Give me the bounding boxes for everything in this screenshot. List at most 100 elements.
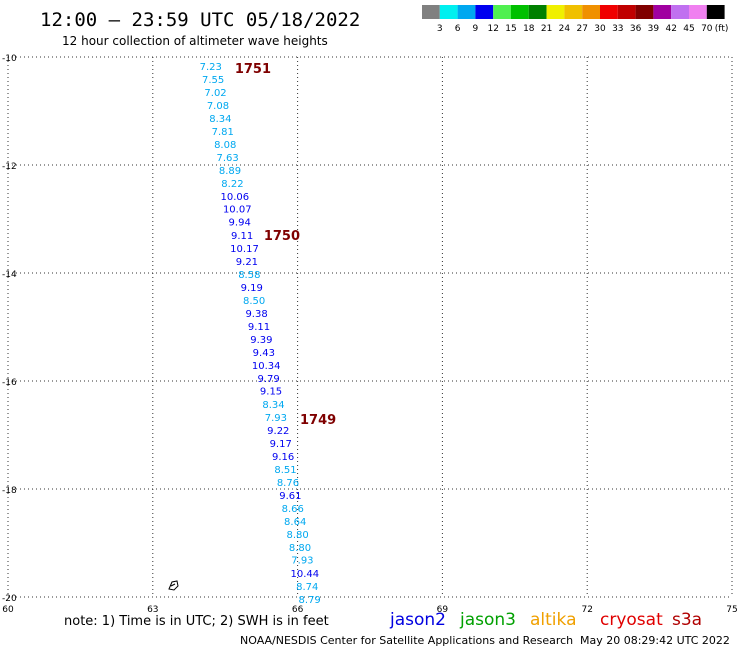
wave-height-label: 7.81 — [212, 127, 234, 138]
wave-height-label: 8.64 — [284, 517, 306, 528]
wave-height-label: 9.17 — [270, 439, 292, 450]
wave-height-label: 7.93 — [265, 413, 287, 424]
wave-height-label: 8.51 — [274, 465, 296, 476]
legend-label: 6 — [455, 24, 461, 34]
chart-subtitle: 12 hour collection of altimeter wave hei… — [62, 34, 328, 48]
pass-number: 1751 — [235, 62, 271, 77]
legend-swatch — [511, 5, 529, 19]
y-tick-label: -10 — [2, 54, 17, 64]
wave-height-label: 9.38 — [245, 309, 267, 320]
legend-swatch — [671, 5, 689, 19]
legend-label: 39 — [648, 24, 660, 34]
wave-height-label: 8.22 — [221, 179, 243, 190]
legend-swatch — [422, 5, 440, 19]
y-tick-label: -16 — [2, 378, 17, 388]
legend-label: 30 — [594, 24, 606, 34]
chart-title: 12:00 – 23:59 UTC 05/18/2022 — [40, 9, 360, 31]
legend-swatch — [564, 5, 583, 19]
wave-height-label: 8.74 — [296, 582, 318, 593]
wave-height-label: 9.19 — [241, 283, 263, 294]
wave-height-label: 8.08 — [214, 140, 236, 151]
x-tick-label: 72 — [581, 605, 592, 615]
wave-height-label: 9.22 — [267, 426, 289, 437]
legend-label: 27 — [576, 24, 587, 34]
y-tick-label: -20 — [2, 594, 17, 604]
legend-label: 9 — [473, 24, 479, 34]
wave-height-label: 10.07 — [223, 205, 252, 216]
wave-height-label: 9.43 — [253, 348, 275, 359]
wave-height-label: 9.39 — [250, 335, 272, 346]
wave-height-label: 8.50 — [243, 296, 265, 307]
legend-label: 18 — [523, 24, 535, 34]
satellite-legend: jason2 jason3 altika cryosat s3a — [389, 610, 702, 630]
y-tick-label: -18 — [2, 486, 17, 496]
legend-swatch — [439, 5, 458, 19]
legend-swatch — [493, 5, 511, 19]
wave-height-label: 10.17 — [230, 244, 259, 255]
legend-label: 3 — [437, 24, 443, 34]
x-tick-label: 69 — [437, 605, 449, 615]
wave-height-label: 8.89 — [219, 166, 241, 177]
legend-swatch — [635, 5, 654, 19]
satellite-s3a: s3a — [672, 610, 702, 630]
x-tick-label: 60 — [2, 605, 14, 615]
legend-swatch — [617, 5, 636, 19]
legend-label: 21 — [541, 24, 552, 34]
x-tick-label: 66 — [292, 605, 304, 615]
legend-label: 45 — [683, 24, 694, 34]
wave-height-label: 9.11 — [231, 231, 253, 242]
wave-height-label: 9.15 — [260, 387, 282, 398]
wave-height-label: 7.93 — [291, 556, 313, 567]
wave-height-label: 7.02 — [204, 88, 226, 99]
wave-height-label: 8.58 — [238, 270, 260, 281]
pass-number: 1750 — [264, 229, 300, 244]
wave-height-label: 9.94 — [229, 218, 251, 229]
legend-swatch — [600, 5, 618, 19]
wave-height-label: 8.80 — [289, 543, 311, 554]
legend-label: 42 — [665, 24, 676, 34]
y-tick-label: -12 — [2, 162, 17, 172]
legend-swatch — [528, 5, 547, 19]
legend-label: 15 — [505, 24, 516, 34]
footer-note: note: 1) Time is in UTC; 2) SWH is in fe… — [64, 614, 329, 629]
legend-label: 12 — [487, 24, 498, 34]
wave-height-label: 10.06 — [221, 192, 250, 203]
footer-credit: NOAA/NESDIS Center for Satellite Applica… — [240, 634, 573, 647]
legend-swatch — [457, 5, 476, 19]
wave-height-values: 7.23 7.55 7.02 7.08 8.34 7.81 8.08 7.63 8.89 8.22… — [200, 62, 321, 606]
wave-height-label: 7.23 — [200, 62, 222, 73]
pass-number: 1749 — [300, 413, 336, 428]
satellite-jason3: jason3 — [459, 610, 516, 630]
legend-swatch — [475, 5, 494, 19]
legend-swatch — [546, 5, 565, 19]
wave-height-label: 7.55 — [202, 75, 224, 86]
island-outline — [168, 580, 179, 591]
legend-unit: (ft) — [715, 24, 729, 34]
wave-height-label: 9.16 — [272, 452, 294, 463]
legend-swatch — [653, 5, 672, 19]
satellite-altika: altika — [530, 610, 577, 630]
satellite-cryosat: cryosat — [600, 610, 663, 630]
satellite-jason2: jason2 — [389, 610, 446, 630]
wave-height-label: 10.44 — [291, 569, 320, 580]
y-tick-label: -14 — [2, 270, 17, 280]
wave-height-label: 8.34 — [209, 114, 231, 125]
wave-height-label: 9.79 — [258, 374, 280, 385]
legend-label: 33 — [612, 24, 623, 34]
wave-height-label: 7.08 — [207, 101, 229, 112]
grid — [7, 56, 733, 598]
wave-height-label: 8.66 — [282, 504, 304, 515]
legend-swatch — [582, 5, 600, 19]
color-legend: 3 6 9 12 15 18 21 24 27 30 33 36 39 42 45 70 (ft) — [422, 5, 728, 34]
wave-height-label: 10.34 — [252, 361, 281, 372]
legend-label: 36 — [630, 24, 642, 34]
wave-height-label: 9.11 — [248, 322, 270, 333]
wave-height-label: 8.34 — [262, 400, 284, 411]
wave-height-label: 8.80 — [286, 530, 308, 541]
x-tick-label: 75 — [726, 605, 737, 615]
wave-height-label: 7.63 — [216, 153, 238, 164]
pass-labels: 1751 1750 1749 — [235, 62, 336, 428]
legend-label: 70 — [701, 24, 713, 34]
